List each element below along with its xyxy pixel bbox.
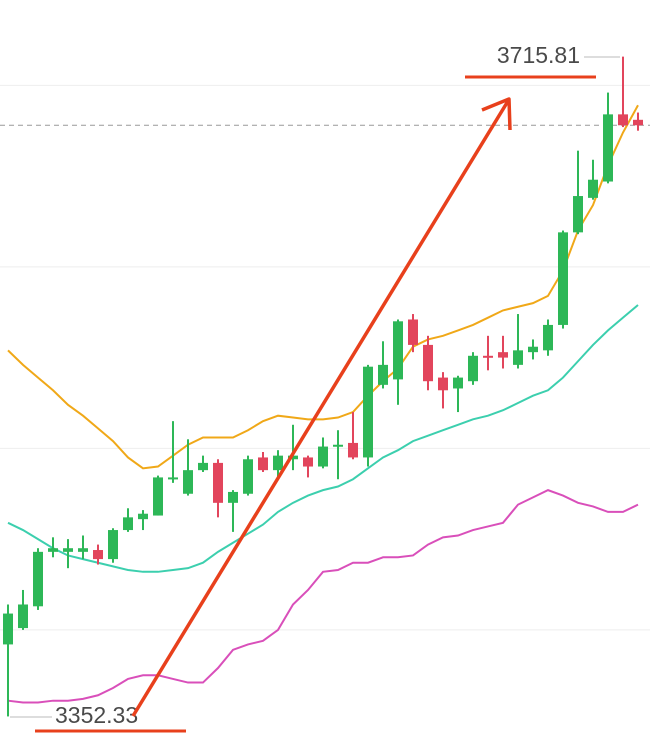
candle-body <box>138 513 148 520</box>
candle-body <box>438 377 448 391</box>
low-label: 3352.33 <box>55 702 138 728</box>
candle-body <box>318 446 328 467</box>
candle-body <box>273 455 283 471</box>
candle-body <box>378 364 388 385</box>
candle-body <box>93 550 103 560</box>
arrow-head <box>481 97 512 131</box>
candle-body <box>198 462 208 471</box>
candle-body <box>633 119 643 126</box>
candle-body <box>573 196 583 233</box>
candle-body <box>228 491 238 503</box>
candle-body <box>258 457 268 471</box>
candle-body <box>348 442 358 458</box>
moving-averages <box>7 104 639 704</box>
candle-body <box>288 455 298 460</box>
candle-body <box>468 355 478 382</box>
candle-body <box>243 459 253 494</box>
candle-body <box>603 114 613 182</box>
candle-body <box>513 350 523 365</box>
candle-body <box>3 613 13 645</box>
candle-body <box>528 346 538 353</box>
candle-body <box>498 352 508 358</box>
candle-body <box>543 324 553 351</box>
candle-body <box>168 477 178 480</box>
candle-body <box>213 462 223 503</box>
candle-body <box>483 355 493 358</box>
candle-body <box>393 321 403 380</box>
candle-body <box>618 114 628 126</box>
candle-body <box>558 232 568 325</box>
ma-line <box>7 304 639 573</box>
candle-body <box>408 319 418 345</box>
candle-body <box>333 444 343 447</box>
ma-line <box>7 489 639 704</box>
candle-body <box>303 457 313 467</box>
trend-arrow <box>131 100 510 717</box>
candle-body <box>108 530 118 560</box>
high-label: 3715.81 <box>497 42 580 68</box>
candle-body <box>123 517 133 531</box>
candle-body <box>183 470 193 494</box>
candle-body <box>48 548 58 552</box>
ma-line <box>7 104 639 470</box>
candle-body <box>63 548 73 552</box>
candles <box>3 56 643 717</box>
candle-body <box>33 551 43 607</box>
candle-body <box>453 377 463 389</box>
candle-body <box>423 344 433 382</box>
candle-body <box>363 366 373 458</box>
candle-body <box>588 179 598 198</box>
grid <box>0 84 650 631</box>
candle-body <box>18 604 28 629</box>
candle-body <box>78 548 88 552</box>
candle-body <box>153 477 163 516</box>
